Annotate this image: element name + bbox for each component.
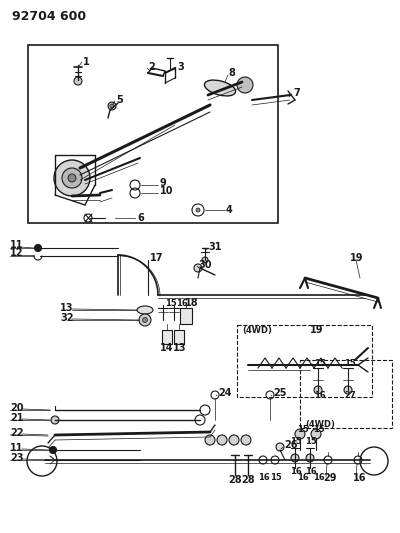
- Text: 11: 11: [10, 240, 24, 250]
- Text: 17: 17: [150, 253, 164, 263]
- Text: 15: 15: [290, 438, 302, 447]
- Circle shape: [295, 429, 305, 439]
- Circle shape: [276, 443, 284, 451]
- Text: 26: 26: [284, 440, 298, 450]
- Circle shape: [50, 447, 56, 454]
- Circle shape: [110, 104, 114, 108]
- Text: 16: 16: [176, 298, 188, 308]
- Text: 4: 4: [226, 205, 233, 215]
- Text: 23: 23: [10, 453, 24, 463]
- Text: 16: 16: [314, 391, 326, 400]
- Text: 15: 15: [313, 425, 325, 434]
- Text: 31: 31: [208, 242, 222, 252]
- Text: 32: 32: [60, 313, 74, 323]
- Text: 24: 24: [218, 388, 232, 398]
- Text: 15: 15: [314, 359, 326, 367]
- Text: 13: 13: [60, 303, 74, 313]
- Text: 21: 21: [10, 413, 24, 423]
- Circle shape: [108, 102, 116, 110]
- Circle shape: [34, 245, 42, 252]
- Text: 15: 15: [344, 359, 356, 367]
- Text: 8: 8: [228, 68, 235, 78]
- Text: 16: 16: [258, 473, 270, 482]
- Circle shape: [74, 77, 82, 85]
- Circle shape: [51, 416, 59, 424]
- Text: 15: 15: [165, 298, 177, 308]
- Bar: [180, 308, 192, 324]
- Circle shape: [202, 257, 208, 263]
- Text: 25: 25: [273, 388, 286, 398]
- Bar: [237, 325, 372, 397]
- Circle shape: [237, 77, 253, 93]
- Text: 16: 16: [297, 473, 309, 482]
- Bar: [174, 330, 184, 344]
- Circle shape: [139, 314, 151, 326]
- Text: 5: 5: [116, 95, 123, 105]
- Text: (4WD): (4WD): [305, 421, 335, 430]
- Circle shape: [311, 429, 321, 439]
- Circle shape: [291, 454, 299, 462]
- Text: 22: 22: [10, 428, 24, 438]
- Text: (4WD): (4WD): [242, 326, 272, 335]
- Text: 2: 2: [148, 62, 155, 72]
- Text: 16: 16: [305, 467, 317, 477]
- Text: 19: 19: [350, 253, 364, 263]
- Text: 9: 9: [160, 178, 167, 188]
- Text: 29: 29: [323, 473, 336, 483]
- Circle shape: [68, 174, 76, 182]
- Circle shape: [205, 435, 215, 445]
- Bar: [162, 330, 172, 344]
- Circle shape: [344, 386, 352, 394]
- Text: 15: 15: [297, 425, 309, 434]
- Text: 15: 15: [305, 438, 317, 447]
- Text: 15: 15: [270, 473, 282, 482]
- Text: 1: 1: [83, 57, 90, 67]
- Circle shape: [306, 454, 314, 462]
- Text: 28: 28: [241, 475, 255, 485]
- Circle shape: [142, 318, 148, 322]
- Text: 19: 19: [310, 325, 324, 335]
- Circle shape: [314, 386, 322, 394]
- Text: 20: 20: [10, 403, 24, 413]
- Text: 11: 11: [10, 443, 24, 453]
- Text: 6: 6: [137, 213, 144, 223]
- Circle shape: [194, 264, 202, 272]
- Text: 16: 16: [313, 473, 325, 482]
- Circle shape: [62, 168, 82, 188]
- Bar: [28, 45, 278, 223]
- Circle shape: [54, 160, 90, 196]
- Text: 18: 18: [185, 298, 199, 308]
- Text: 16: 16: [290, 467, 302, 477]
- Circle shape: [196, 208, 200, 212]
- Text: 10: 10: [160, 186, 174, 196]
- Text: 92704 600: 92704 600: [12, 10, 86, 22]
- Circle shape: [217, 435, 227, 445]
- Ellipse shape: [204, 80, 236, 96]
- Text: 16: 16: [353, 473, 366, 483]
- Text: 30: 30: [198, 260, 212, 270]
- Text: 27: 27: [344, 391, 356, 400]
- Ellipse shape: [137, 306, 153, 314]
- Text: 7: 7: [293, 88, 300, 98]
- Text: 12: 12: [10, 248, 24, 258]
- Circle shape: [241, 435, 251, 445]
- Text: 28: 28: [228, 475, 242, 485]
- Text: 14: 14: [160, 343, 174, 353]
- Text: 3: 3: [177, 62, 184, 72]
- Text: 13: 13: [173, 343, 186, 353]
- Circle shape: [229, 435, 239, 445]
- Bar: [300, 360, 392, 428]
